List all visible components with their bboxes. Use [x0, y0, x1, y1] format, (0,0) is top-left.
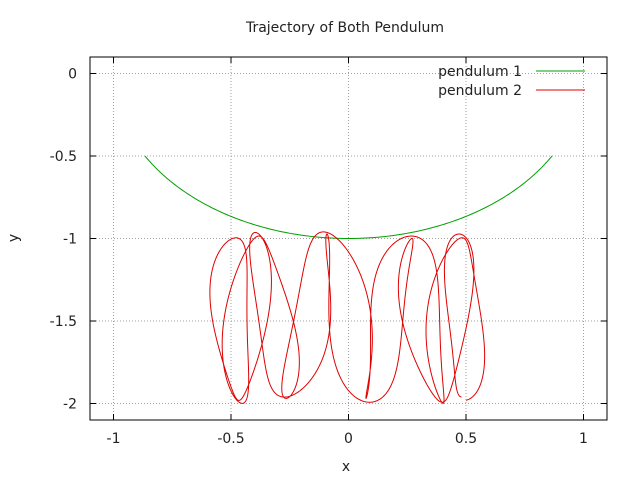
tick-marks — [90, 57, 607, 420]
x-tick-label: -1 — [107, 431, 121, 447]
series-line-pendulum-1 — [144, 155, 553, 240]
chart-title: Trajectory of Both Pendulum — [245, 20, 444, 36]
y-axis-label: y — [6, 234, 22, 242]
legend-label: pendulum 2 — [438, 83, 522, 99]
series-line-pendulum-2 — [209, 231, 486, 404]
legend-label: pendulum 1 — [438, 64, 522, 80]
y-tick-label: -2 — [63, 397, 77, 413]
x-tick-label: -0.5 — [217, 431, 244, 447]
y-tick-label: -1 — [63, 232, 77, 248]
y-tick-label: -0.5 — [50, 149, 77, 165]
y-tick-labels: 0 -0.5 -1 -1.5 -2 — [50, 67, 77, 413]
series-layer — [144, 155, 553, 404]
legend: pendulum 1 pendulum 2 — [438, 64, 585, 99]
x-tick-label: 0 — [344, 431, 353, 447]
y-tick-label: 0 — [68, 67, 77, 83]
x-tick-label: 0.5 — [455, 431, 477, 447]
y-tick-label: -1.5 — [50, 314, 77, 330]
x-tick-label: 1 — [579, 431, 588, 447]
x-axis-label: x — [342, 459, 350, 475]
x-tick-labels: -1 -0.5 0 0.5 1 — [107, 431, 588, 447]
